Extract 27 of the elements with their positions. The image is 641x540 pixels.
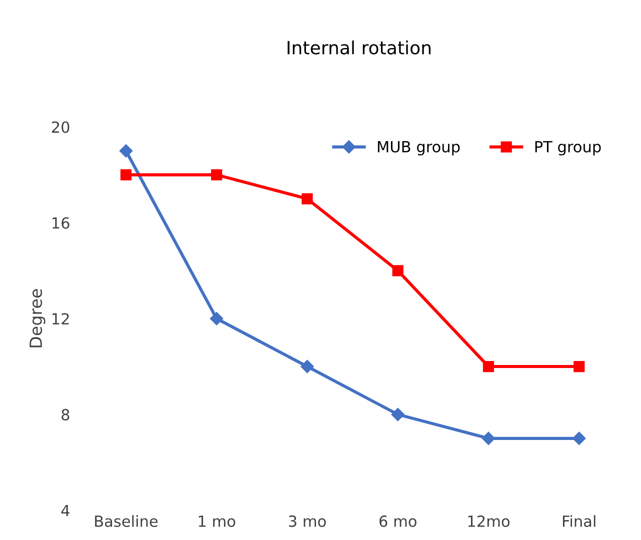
x-tick-label: 12mo [468,515,510,527]
y-tick-label: 16 [52,217,70,229]
x-tick-label: 1 mo [198,516,236,527]
legend-label: MUB group [378,141,460,156]
point [574,360,585,372]
point [392,265,404,276]
y-tick-label: 20 [52,121,70,133]
point [482,432,496,445]
y-tick-label: 4 [61,504,70,516]
x-tick-label: Baseline [95,515,158,527]
point [119,144,133,158]
point [211,169,222,180]
x-tick-label: Final [563,515,596,527]
x-tick-label: 6 mo [380,515,416,527]
point [482,360,494,372]
point [210,312,224,326]
x-tick-label: 3 mo [289,515,326,527]
point [300,360,314,374]
point [302,193,313,204]
point [391,408,404,422]
chart-title: Internal rotation [288,40,430,54]
y-tick-label: 8 [62,408,70,420]
y-axis-title: Degree [30,289,46,348]
legend-label: PT group [535,141,601,156]
y-tick-label: 12 [52,313,69,324]
point [120,169,132,180]
point [572,432,586,445]
